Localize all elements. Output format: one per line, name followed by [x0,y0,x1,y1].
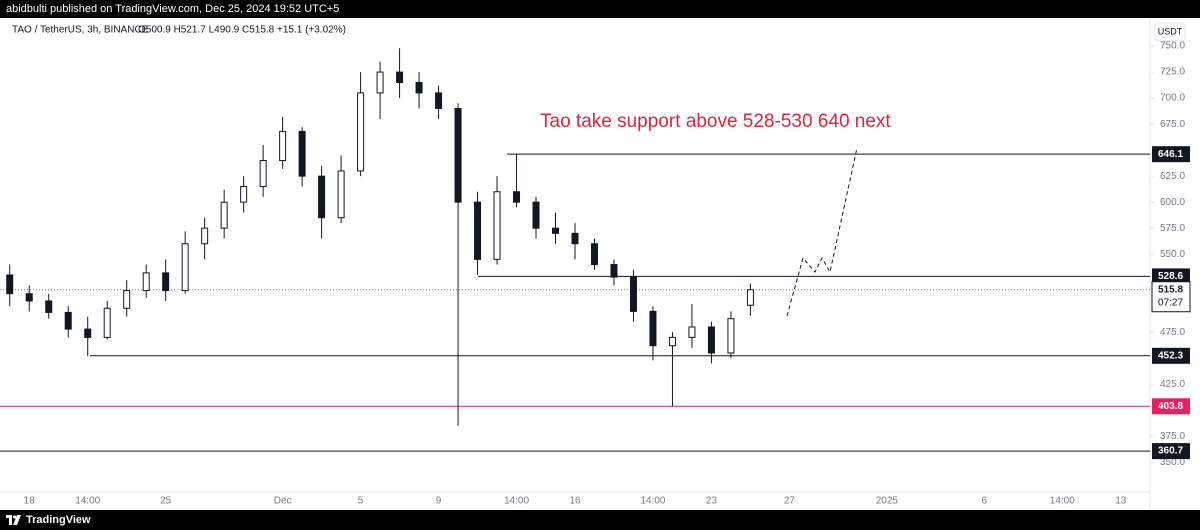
level-label: 360.7 [1158,446,1183,457]
candle-body [318,175,326,219]
candle-body [201,227,209,245]
x-tick-label: 23 [706,496,718,507]
candle-body [629,276,637,312]
candle-body [493,191,501,260]
x-tick-label: 16 [569,496,581,507]
candle-body [337,170,345,219]
candle-body [6,274,14,295]
x-tick-label: 13 [1115,496,1127,507]
candle-body [64,311,72,330]
x-tick-label: 27 [784,496,796,507]
candle-body [746,289,754,306]
candle-body [649,310,657,347]
annotation: Tao take support above 528-530 640 next [540,111,891,132]
x-tick-label: Dec [274,496,292,507]
x-tick-label: 14:00 [640,496,665,507]
level-label: 403.8 [1158,401,1183,412]
last-price-label: 515.8 [1158,284,1183,295]
candle-body [688,326,696,338]
candle-body [532,201,540,229]
candle-body [298,130,306,177]
candle-body [435,92,443,110]
candle-body [415,82,423,94]
y-tick-label: 575.0 [1160,223,1185,234]
candle-body [454,108,462,203]
currency: USDT [1158,26,1183,36]
candle-body [279,130,287,162]
level-label-box [1152,268,1190,285]
y-tick-label: 725.0 [1160,67,1185,78]
candle-body [552,227,560,234]
y-tick-label: 750.0 [1160,41,1185,52]
y-tick-label: 350.0 [1160,457,1185,468]
level-label: 646.1 [1158,149,1183,160]
symbol: TAO / TetherUS, 3h, BINANCE [12,25,149,36]
y-tick-label: 550.0 [1160,249,1185,260]
candle-body [240,186,248,203]
candle-body [513,191,521,203]
x-tick-label: 9 [436,496,442,507]
candle-body [376,71,384,94]
y-tick-label: 700.0 [1160,93,1185,104]
level-label-box [1152,443,1190,460]
candle-body [220,201,228,229]
candle-body [84,328,92,338]
y-tick-label: 475.0 [1160,327,1185,338]
y-tick-label: 600.0 [1160,197,1185,208]
x-tick-label: 14:00 [75,496,100,507]
brand: TradingView [26,514,91,526]
chart: TAO / TetherUS, 3h, BINANCE O500.9 H521.… [0,18,1191,510]
candle-body [45,300,53,313]
level-label-box [1152,146,1190,163]
candle-body [181,243,189,292]
x-tick-label: 6 [982,496,988,507]
x-tick-label: 2025 [876,496,899,507]
projection-path [786,147,858,317]
brand-bar: TradingView [0,510,1200,530]
candle-body [590,243,598,266]
candle-body [162,272,170,292]
y-tick-label: 375.0 [1160,431,1185,442]
publisher: abidbulti published on TradingView.com, … [6,3,340,15]
candle-body [707,326,715,354]
publisher-bar: abidbulti published on TradingView.com, … [0,0,1200,18]
candle-body [610,264,618,278]
candle-body [123,290,131,309]
logo [6,515,21,525]
candle-body [357,92,365,172]
level-label-box [1152,347,1190,364]
candle-body [25,293,33,302]
candle-body [142,272,150,292]
candle-body [668,336,676,347]
candle-body [259,160,267,188]
candle-body [727,318,735,354]
level-label: 528.6 [1158,271,1183,282]
level-label-box [1152,398,1190,415]
candle-body [474,201,482,260]
x-tick-label: 14:00 [1050,496,1075,507]
candle-body [571,232,579,245]
countdown: 07:27 [1158,297,1183,308]
x-tick-label: 14:00 [504,496,529,507]
x-tick-label: 18 [24,496,36,507]
candle-body [396,71,404,84]
candle-body [103,307,111,338]
x-tick-label: 5 [358,496,364,507]
y-tick-label: 675.0 [1160,119,1185,130]
currency-box [1154,22,1186,42]
last-price-box [1151,281,1191,313]
y-tick-label: 425.0 [1160,379,1185,390]
level-label: 452.3 [1158,350,1183,361]
x-tick-label: 25 [160,496,172,507]
y-tick-label: 625.0 [1160,171,1185,182]
ohlc: O500.9 H521.7 L490.9 C515.8 +15.1 (+3.02… [138,25,346,36]
